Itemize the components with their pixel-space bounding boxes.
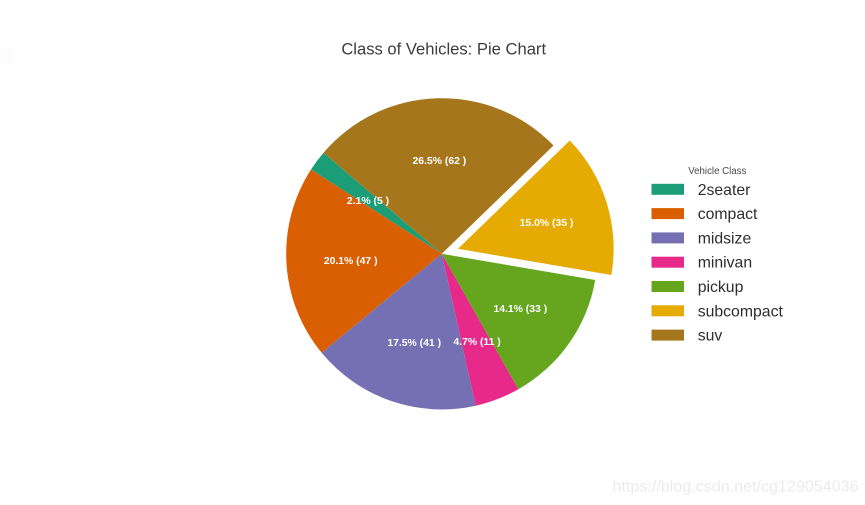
svg-text:subcompact: subcompact — [698, 303, 784, 320]
svg-text:17.5% (41 ): 17.5% (41 ) — [387, 338, 441, 349]
svg-text:2.1% (5 ): 2.1% (5 ) — [347, 196, 389, 207]
svg-text:4.7% (11 ): 4.7% (11 ) — [453, 337, 500, 348]
svg-text:pickup: pickup — [698, 279, 744, 296]
svg-text:2seater: 2seater — [698, 182, 751, 199]
svg-text:midsize: midsize — [698, 230, 752, 247]
svg-text:minivan: minivan — [698, 255, 752, 272]
svg-text:20.1% (47 ): 20.1% (47 ) — [324, 256, 378, 267]
svg-text:Vehicle Class: Vehicle Class — [688, 166, 746, 177]
svg-text:suv: suv — [698, 328, 723, 345]
svg-text:https://blog.csdn.net/cg129054: https://blog.csdn.net/cg129054036 — [613, 477, 859, 495]
svg-text:26.5% (62 ): 26.5% (62 ) — [413, 156, 467, 167]
svg-text:15.0% (35 ): 15.0% (35 ) — [520, 218, 574, 229]
svg-text:14.1% (33 ): 14.1% (33 ) — [493, 304, 547, 315]
svg-text:Class of Vehicles: Pie Chart: Class of Vehicles: Pie Chart — [341, 40, 546, 59]
svg-text:compact: compact — [698, 206, 758, 223]
